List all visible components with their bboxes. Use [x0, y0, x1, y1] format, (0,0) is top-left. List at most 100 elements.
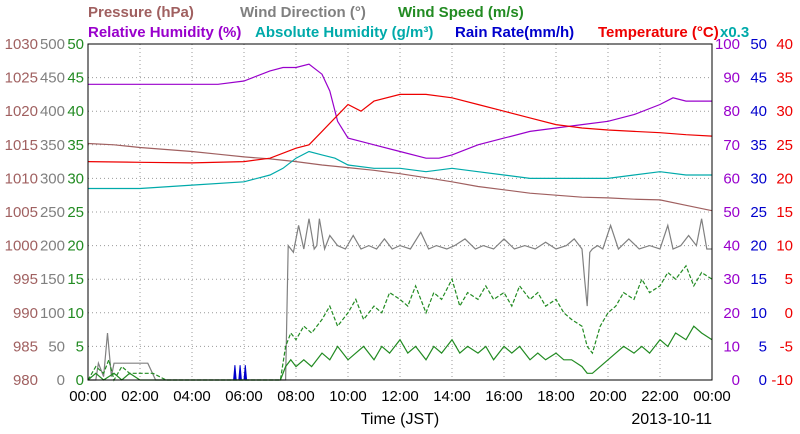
y-tick-label-humidity: 20: [723, 305, 740, 322]
series-layer: [87, 63, 713, 382]
y-tick-label-rain-rate: 0: [759, 372, 767, 389]
legend-item: x0.3: [720, 24, 749, 41]
y-tick-label-wind-direction: 450: [40, 70, 65, 87]
y-tick-label-rain-rate: 15: [750, 271, 767, 288]
legend-item: Pressure (hPa): [88, 4, 194, 21]
x-tick-label: 04:00: [173, 388, 211, 405]
series-pressure-hpa: [87, 142, 713, 212]
chart-date: 2013-10-11: [631, 411, 712, 428]
y-tick-label-wind-direction: 300: [40, 170, 65, 187]
y-tick-label-rain-rate: 20: [750, 238, 767, 255]
x-tick-label: 22:00: [641, 388, 679, 405]
y-tick-label-humidity: 10: [723, 338, 740, 355]
y-tick-label-rain-rate: 40: [750, 103, 767, 120]
legend-item: Absolute Humidity (g/m³): [255, 24, 433, 41]
x-axis-label: Time (JST): [361, 411, 440, 428]
y-tick-label-pressure: 1010: [5, 170, 38, 187]
y-tick-label-pressure: 1005: [5, 204, 38, 221]
y-tick-label-wind-direction: 500: [40, 36, 65, 53]
y-tick-label-temperature: 0: [785, 305, 793, 322]
x-tick-label: 14:00: [433, 388, 471, 405]
legend-item: Relative Humidity (%): [88, 24, 241, 41]
y-tick-label-rain-rate: 5: [759, 338, 767, 355]
y-tick-label-wind-direction: 50: [48, 338, 65, 355]
x-tick-label: 18:00: [537, 388, 575, 405]
y-tick-label-rain-rate: 35: [750, 137, 767, 154]
series-relative-humidity: [88, 63, 712, 159]
y-tick-label-temperature: 30: [776, 103, 793, 120]
x-tick-label: 16:00: [485, 388, 523, 405]
x-tick-label: 06:00: [225, 388, 263, 405]
y-tick-label-wind-speed: 0: [76, 372, 84, 389]
y-tick-label-humidity: 90: [723, 70, 740, 87]
x-tick-label: 08:00: [277, 388, 315, 405]
legend-item: Wind Speed (m/s): [398, 4, 524, 21]
y-tick-label-pressure: 1020: [5, 103, 38, 120]
y-tick-label-humidity: 30: [723, 271, 740, 288]
y-tick-label-humidity: 40: [723, 238, 740, 255]
y-tick-label-wind-speed: 45: [67, 70, 84, 87]
x-tick-label: 00:00: [69, 388, 107, 405]
y-tick-label-temperature: 15: [776, 204, 793, 221]
y-tick-label-humidity: 50: [723, 204, 740, 221]
y-tick-label-pressure: 1015: [5, 137, 38, 154]
y-tick-label-rain-rate: 45: [750, 70, 767, 87]
x-tick-label: 00:00: [693, 388, 731, 405]
y-tick-label-temperature: 25: [776, 137, 793, 154]
y-tick-label-pressure: 985: [13, 338, 38, 355]
y-tick-label-pressure: 1025: [5, 70, 38, 87]
y-tick-label-humidity: 70: [723, 137, 740, 154]
y-tick-label-pressure: 980: [13, 372, 38, 389]
y-tick-label-humidity: 0: [732, 372, 740, 389]
legend-item: Rain Rate(mm/h): [455, 24, 574, 41]
y-tick-label-humidity: 100: [715, 36, 740, 53]
y-tick-label-rain-rate: 10: [750, 305, 767, 322]
x-tick-label: 02:00: [121, 388, 159, 405]
y-tick-label-wind-speed: 20: [67, 238, 84, 255]
x-tick-label: 12:00: [381, 388, 419, 405]
y-tick-label-wind-speed: 25: [67, 204, 84, 221]
y-tick-label-pressure: 990: [13, 305, 38, 322]
y-tick-label-wind-direction: 250: [40, 204, 65, 221]
y-tick-label-pressure: 1030: [5, 36, 38, 53]
y-tick-label-temperature: 35: [776, 70, 793, 87]
y-tick-label-wind-direction: 200: [40, 238, 65, 255]
y-tick-label-temperature: -5: [780, 338, 793, 355]
y-tick-label-wind-speed: 15: [67, 271, 84, 288]
legend-item: Temperature (°C): [598, 24, 719, 41]
x-tick-label: 20:00: [589, 388, 627, 405]
y-tick-label-wind-direction: 0: [57, 372, 65, 389]
y-tick-label-temperature: 40: [776, 36, 793, 53]
legend-item: Wind Direction (°): [240, 4, 366, 21]
y-tick-label-temperature: 5: [785, 271, 793, 288]
y-tick-label-humidity: 60: [723, 170, 740, 187]
x-axis-tick-labels: 00:00 02:00 04:00 06:00 08:00 10:00 12:00 14:00…: [69, 388, 731, 405]
y-tick-label-wind-speed: 50: [67, 36, 84, 53]
series-wind-speed-m-s: [87, 325, 713, 381]
y-tick-label-rain-rate: 50: [750, 36, 767, 53]
y-tick-label-wind-direction: 150: [40, 271, 65, 288]
y-tick-label-temperature: 20: [776, 170, 793, 187]
y-tick-label-pressure: 1000: [5, 238, 38, 255]
y-tick-label-wind-speed: 35: [67, 137, 84, 154]
y-tick-label-wind-direction: 100: [40, 305, 65, 322]
y-tick-label-temperature: -10: [771, 372, 793, 389]
y-tick-label-wind-speed: 30: [67, 170, 84, 187]
y-tick-label-humidity: 80: [723, 103, 740, 120]
plot-frame: [87, 43, 713, 381]
series-temperature-c: [87, 93, 713, 164]
y-tick-label-wind-direction: 400: [40, 103, 65, 120]
series-wind-speed-m-s-gust: [87, 264, 713, 382]
y-tick-label-wind-speed: 10: [67, 305, 84, 322]
y-tick-label-wind-direction: 350: [40, 137, 65, 154]
y-tick-label-rain-rate: 25: [750, 204, 767, 221]
y-tick-label-pressure: 995: [13, 271, 38, 288]
series-wind-direction: [88, 218, 712, 381]
axis-tick-labels: 9809859909951000100510101015102010251030…: [5, 36, 793, 389]
series-absolute-humidity-g-m-x0-3: [88, 150, 712, 190]
y-tick-label-temperature: 10: [776, 238, 793, 255]
y-tick-label-wind-speed: 5: [76, 338, 84, 355]
y-tick-label-wind-speed: 40: [67, 103, 84, 120]
legend: Pressure (hPa) Wind Direction (°) Wind Spe…: [88, 4, 749, 41]
y-tick-label-rain-rate: 30: [750, 170, 767, 187]
